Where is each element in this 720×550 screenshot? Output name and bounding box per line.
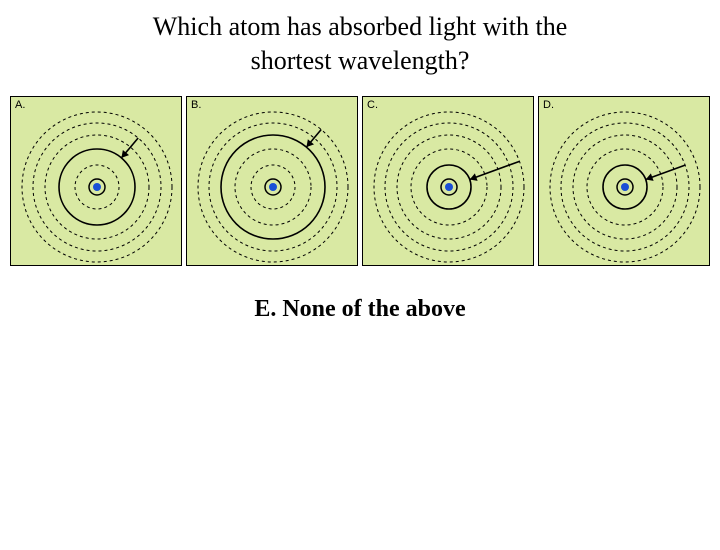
panel-label: C. bbox=[367, 99, 378, 111]
question-title: Which atom has absorbed light with the s… bbox=[0, 10, 720, 78]
panel-label: B. bbox=[191, 99, 201, 111]
atom-diagram bbox=[363, 97, 535, 267]
title-line-1: Which atom has absorbed light with the bbox=[153, 12, 567, 41]
atom-panel-b: B. bbox=[186, 96, 358, 266]
panels-row: A. B. C. D. bbox=[0, 96, 720, 266]
atom-diagram bbox=[539, 97, 711, 267]
atom-panel-a: A. bbox=[10, 96, 182, 266]
option-e-text: E. None of the above bbox=[0, 296, 720, 323]
panel-label: D. bbox=[543, 99, 554, 111]
atom-panel-d: D. bbox=[538, 96, 710, 266]
atom-diagram bbox=[11, 97, 183, 267]
nucleus-dot bbox=[621, 183, 629, 191]
nucleus-dot bbox=[93, 183, 101, 191]
atom-diagram bbox=[187, 97, 359, 267]
nucleus-dot bbox=[445, 183, 453, 191]
title-line-2: shortest wavelength? bbox=[251, 46, 470, 75]
atom-panel-c: C. bbox=[362, 96, 534, 266]
panel-label: A. bbox=[15, 99, 25, 111]
nucleus-dot bbox=[269, 183, 277, 191]
